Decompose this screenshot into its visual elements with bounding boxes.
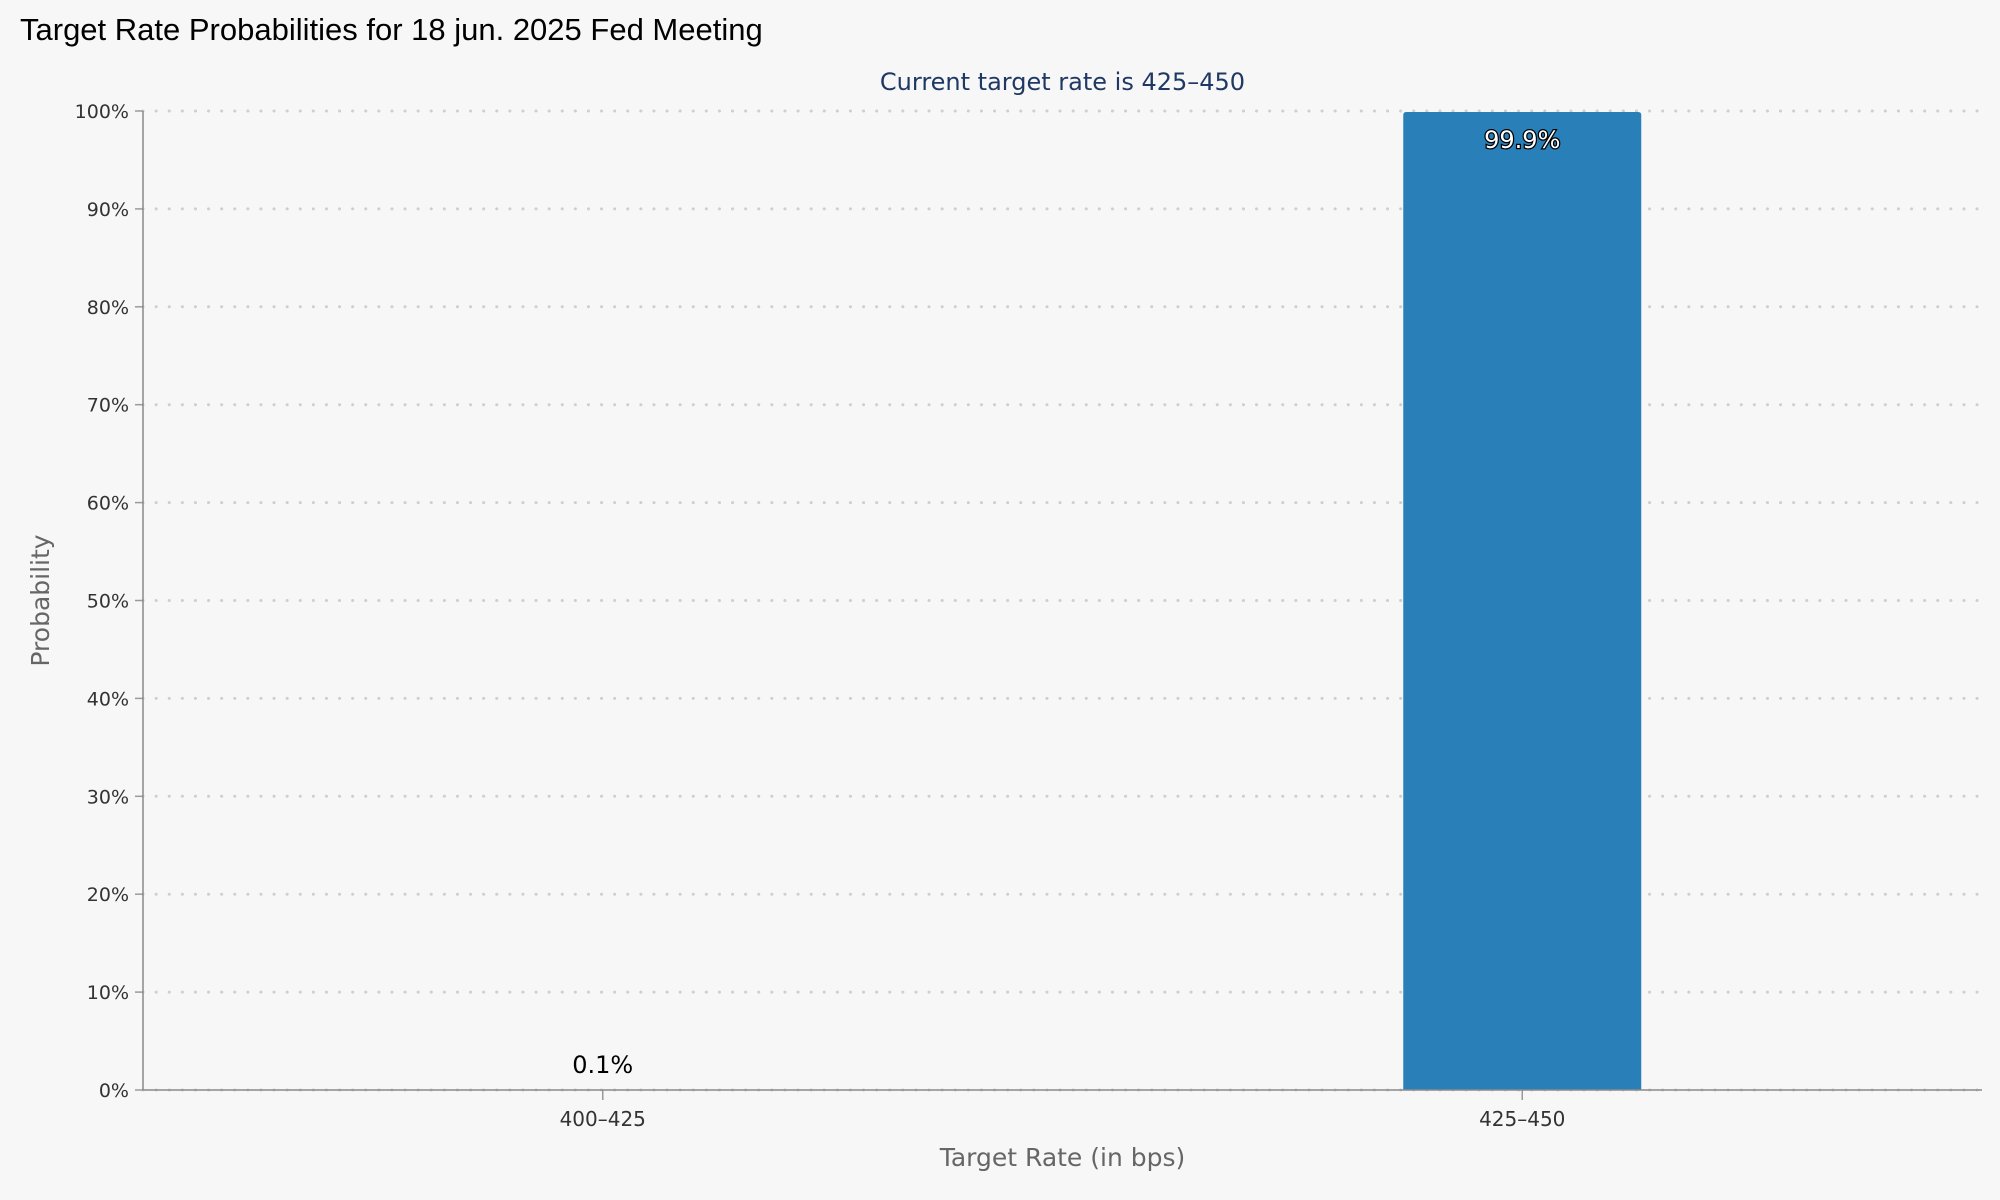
y-tick-label: 90%: [87, 199, 129, 221]
gridlines: [141, 109, 1984, 1092]
y-tick-label: 60%: [87, 493, 129, 515]
chart-title: Target Rate Probabilities for 18 jun. 20…: [20, 12, 763, 47]
bar-425–450: [1403, 111, 1642, 1090]
y-tick-label: 50%: [87, 591, 129, 613]
y-tick-label: 70%: [87, 395, 129, 417]
x-tick-label: 425–450: [1479, 1107, 1565, 1131]
x-tick-label: 400–425: [560, 1107, 646, 1131]
axes: [135, 110, 1982, 1100]
y-tick-label: 80%: [87, 297, 129, 319]
x-axis-title: Target Rate (in bps): [939, 1143, 1186, 1172]
y-tick-label: 40%: [87, 688, 129, 710]
data-label: 0.1%: [572, 1051, 633, 1079]
chart-subtitle: Current target rate is 425–450: [880, 68, 1245, 96]
data-label: 99.9%: [1484, 126, 1560, 154]
labels: 0% 10% 20% 30% 40% 50% 60% 70% 80% 90% 100% 0.1% 400…: [26, 68, 1565, 1172]
y-tick-label: 10%: [87, 982, 129, 1004]
bars: [1403, 111, 1642, 1090]
y-tick-label: 20%: [87, 884, 129, 906]
y-tick-label: 100%: [75, 101, 129, 123]
y-tick-label: 30%: [87, 786, 129, 808]
y-axis-title: Probability: [26, 534, 55, 666]
y-tick-label: 0%: [99, 1080, 129, 1102]
